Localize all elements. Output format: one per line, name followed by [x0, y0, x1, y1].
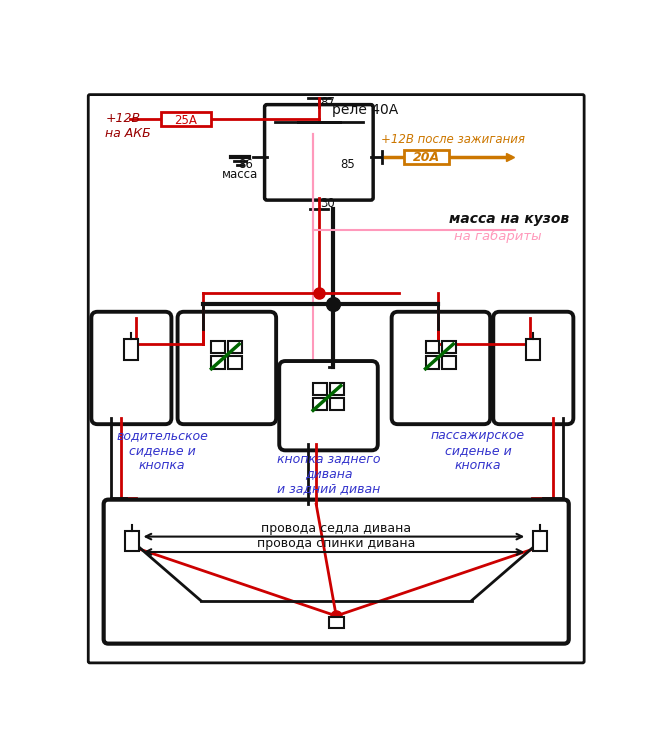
FancyBboxPatch shape	[89, 94, 584, 663]
Bar	[125, 340, 138, 359]
Bar	[313, 382, 327, 395]
Bar	[228, 341, 242, 353]
Bar	[533, 531, 547, 551]
Bar	[330, 382, 344, 395]
Text: 20А: 20А	[413, 152, 440, 164]
Text: масса на кузов: масса на кузов	[449, 211, 569, 226]
Text: +12В после зажигания: +12В после зажигания	[381, 134, 525, 146]
Bar	[161, 112, 211, 126]
Text: 86: 86	[238, 158, 253, 172]
Bar	[228, 356, 242, 369]
Text: 25А: 25А	[174, 113, 197, 127]
Bar	[526, 340, 541, 359]
Text: 85: 85	[340, 158, 356, 172]
Bar	[404, 150, 449, 164]
Text: водительское
сиденье и
кнопка: водительское сиденье и кнопка	[116, 429, 208, 472]
FancyBboxPatch shape	[104, 500, 569, 644]
FancyBboxPatch shape	[279, 361, 378, 450]
Bar	[125, 531, 139, 551]
Bar	[330, 398, 344, 410]
FancyBboxPatch shape	[91, 312, 171, 424]
Bar	[313, 398, 327, 410]
Text: провода спинки дивана: провода спинки дивана	[257, 538, 415, 550]
Text: провода седла дивана: провода седла дивана	[261, 522, 411, 535]
FancyBboxPatch shape	[493, 312, 573, 424]
FancyBboxPatch shape	[264, 105, 373, 200]
Text: на габариты: на габариты	[454, 230, 542, 243]
Bar	[426, 341, 440, 353]
FancyBboxPatch shape	[178, 312, 276, 424]
Text: кнопка заднего
дивана
и задний диван: кнопка заднего дивана и задний диван	[277, 452, 380, 495]
Text: масса: масса	[222, 168, 258, 181]
Text: пассажирское
сиденье и
кнопка: пассажирское сиденье и кнопка	[431, 429, 525, 472]
Text: реле 40А: реле 40А	[332, 103, 398, 117]
Text: 30: 30	[320, 197, 335, 211]
Bar	[211, 356, 225, 369]
Bar	[426, 356, 440, 369]
FancyBboxPatch shape	[392, 312, 490, 424]
Bar	[329, 617, 344, 628]
Bar	[211, 341, 225, 353]
Text: +12В
на АКБ: +12В на АКБ	[105, 112, 151, 140]
Bar	[442, 341, 457, 353]
Text: 87: 87	[320, 96, 335, 109]
Bar	[442, 356, 457, 369]
